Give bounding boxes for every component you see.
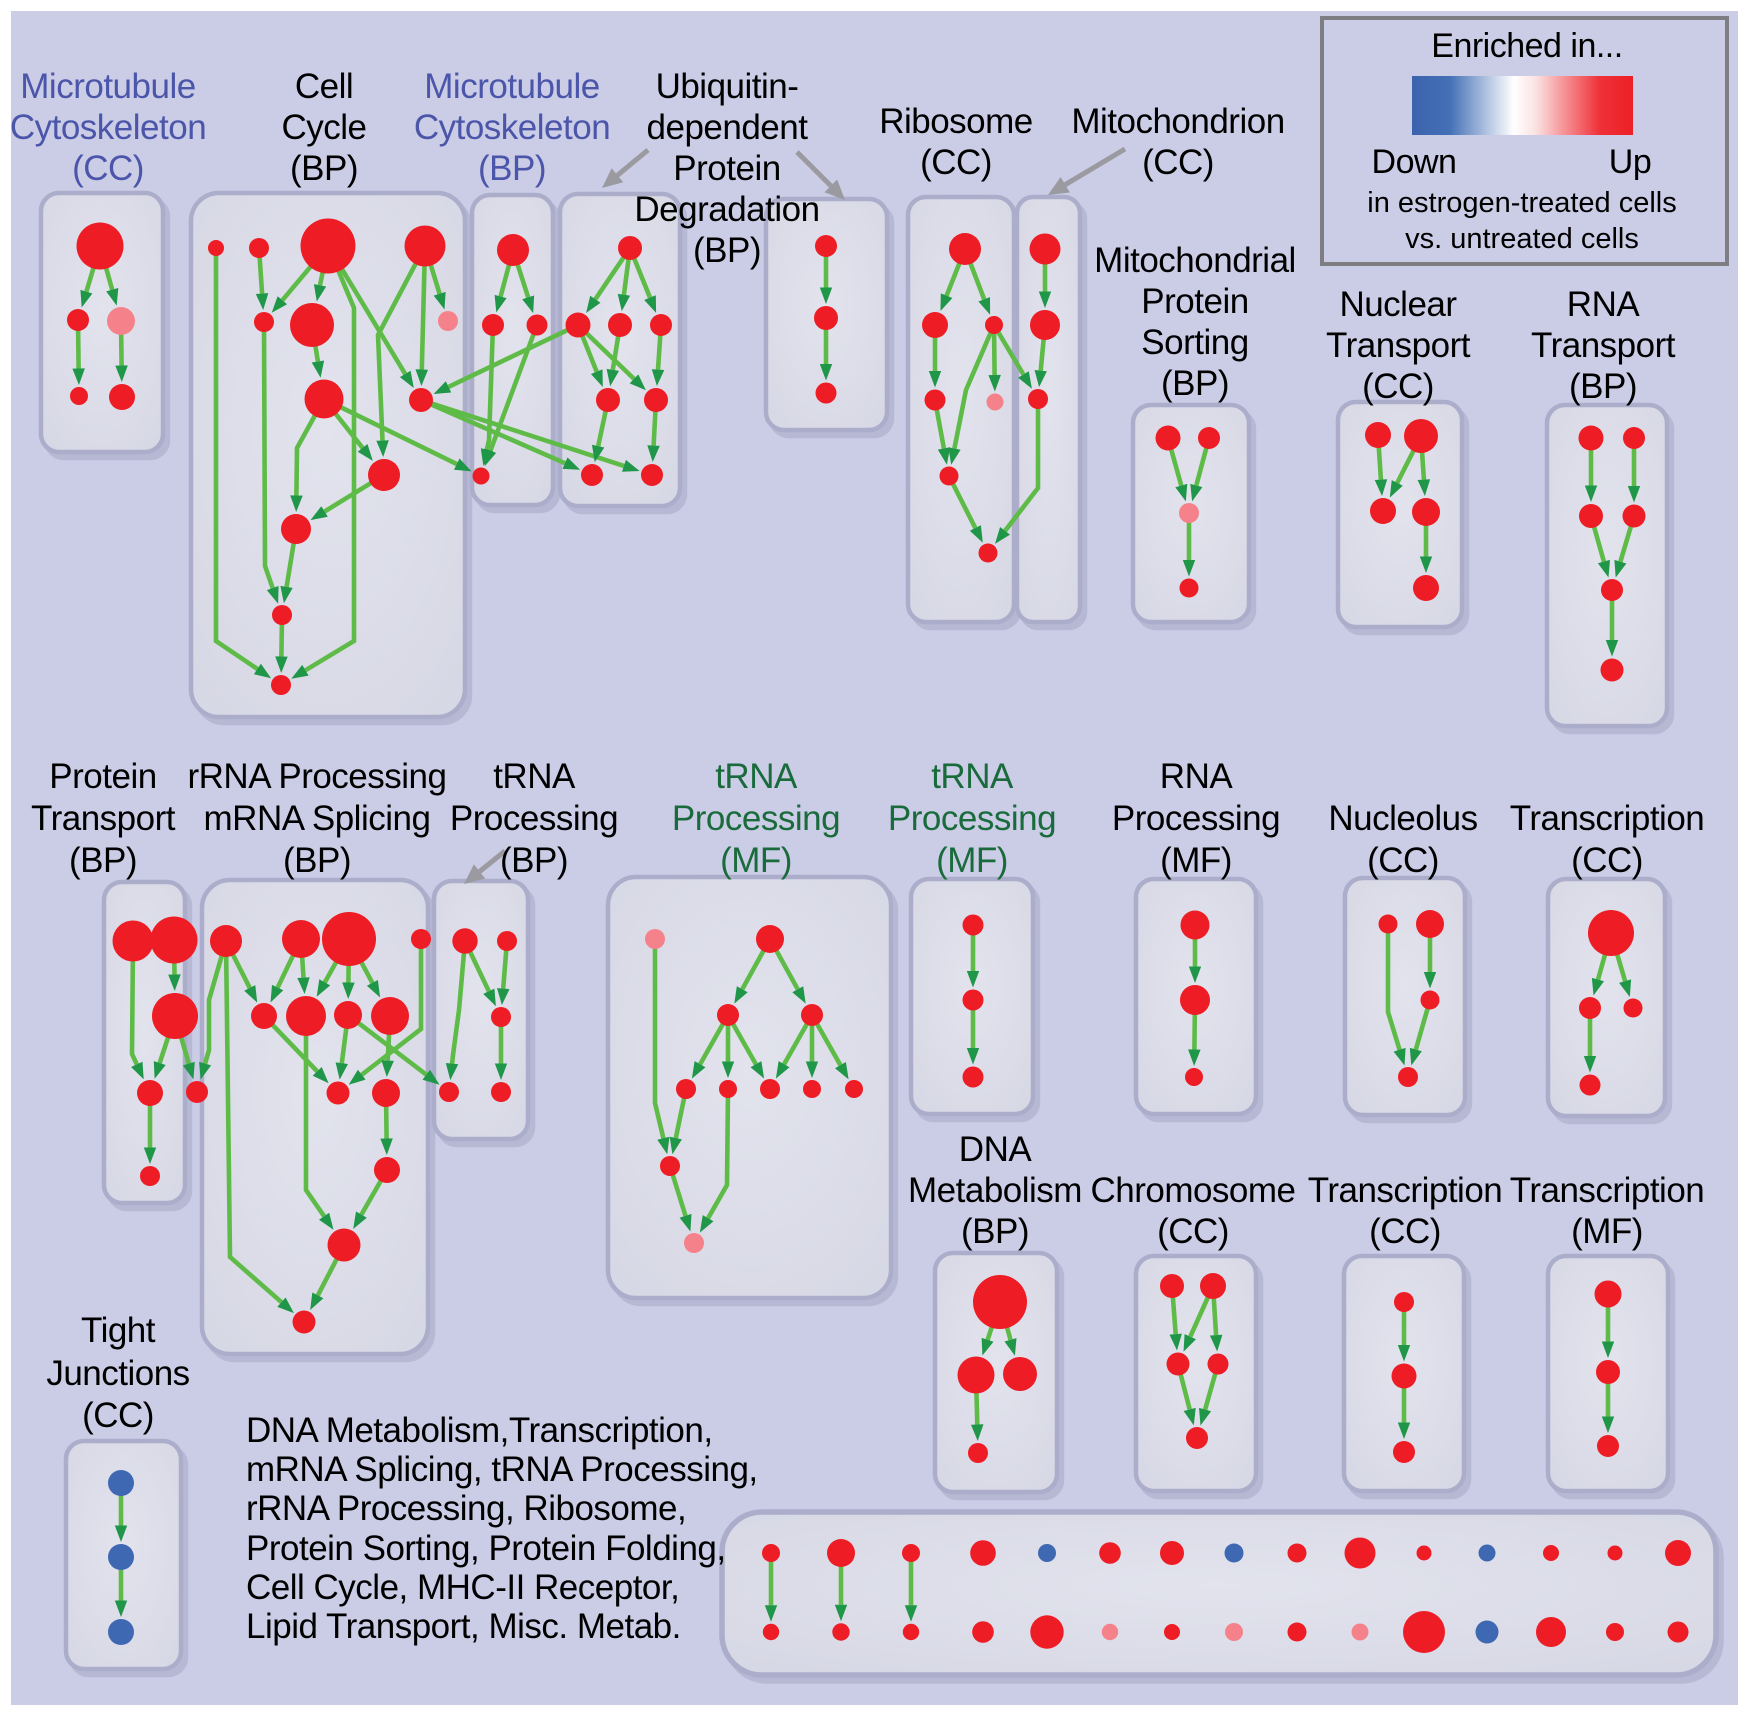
svg-text:mRNA Splicing: mRNA Splicing [204,799,431,838]
svg-text:(BP): (BP) [283,841,351,880]
svg-text:Ubiquitin-: Ubiquitin- [656,67,799,106]
svg-text:mRNA Splicing, tRNA Processing: mRNA Splicing, tRNA Processing, [246,1450,758,1489]
svg-text:Cytoskeleton: Cytoskeleton [10,108,206,147]
svg-text:(CC): (CC) [1362,367,1434,406]
svg-text:(BP): (BP) [69,841,137,880]
svg-text:DNA Metabolism,Transcription,: DNA Metabolism,Transcription, [246,1411,713,1450]
svg-text:(CC): (CC) [1369,1212,1441,1251]
svg-text:Transport: Transport [1531,326,1676,365]
svg-text:tRNA: tRNA [493,757,576,796]
svg-text:Transcription: Transcription [1510,1171,1705,1210]
svg-text:RNA: RNA [1567,285,1641,324]
svg-text:Transcription: Transcription [1308,1171,1503,1210]
svg-text:Chromosome: Chromosome [1090,1171,1295,1210]
svg-text:(CC): (CC) [72,149,144,188]
svg-text:(BP): (BP) [478,149,546,188]
svg-text:Cell: Cell [295,67,353,106]
svg-text:Protein Sorting, Protein Foldi: Protein Sorting, Protein Folding, [246,1529,726,1568]
svg-text:(BP): (BP) [1569,367,1637,406]
svg-text:in estrogen-treated cells: in estrogen-treated cells [1367,187,1677,219]
svg-text:Lipid Transport, Misc. Metab.: Lipid Transport, Misc. Metab. [246,1607,681,1646]
svg-text:(MF): (MF) [936,841,1008,880]
svg-text:Processing: Processing [672,799,840,838]
svg-text:Protein: Protein [49,757,156,796]
svg-text:RNA: RNA [1160,757,1234,796]
svg-text:Enriched in...: Enriched in... [1431,27,1622,65]
svg-text:Metabolism: Metabolism [908,1171,1082,1210]
svg-text:Down: Down [1372,143,1457,181]
svg-text:Degradation: Degradation [634,190,819,229]
svg-text:Ribosome: Ribosome [879,102,1033,141]
svg-text:Nuclear: Nuclear [1339,285,1457,324]
svg-text:Protein: Protein [1141,282,1248,321]
svg-text:(BP): (BP) [1161,364,1229,403]
svg-text:Sorting: Sorting [1141,323,1248,362]
svg-text:(BP): (BP) [500,841,568,880]
svg-text:Up: Up [1609,143,1651,181]
svg-text:Transport: Transport [31,799,176,838]
svg-text:Mitochondrial: Mitochondrial [1094,241,1296,280]
svg-text:(CC): (CC) [1367,841,1439,880]
svg-text:tRNA: tRNA [715,757,798,796]
svg-text:Microtubule: Microtubule [424,67,599,106]
svg-text:Transport: Transport [1326,326,1471,365]
svg-text:(MF): (MF) [1571,1212,1643,1251]
svg-text:vs. untreated cells: vs. untreated cells [1405,223,1639,255]
svg-text:Cycle: Cycle [281,108,366,147]
svg-text:Processing: Processing [1112,799,1280,838]
svg-text:Protein: Protein [673,149,780,188]
svg-text:dependent: dependent [647,108,809,147]
svg-text:(CC): (CC) [82,1396,154,1435]
svg-text:Processing: Processing [450,799,618,838]
svg-text:(CC): (CC) [1571,841,1643,880]
svg-text:Cytoskeleton: Cytoskeleton [414,108,610,147]
svg-text:(MF): (MF) [1160,841,1232,880]
svg-text:(CC): (CC) [1142,143,1214,182]
svg-text:Mitochondrion: Mitochondrion [1071,102,1284,141]
svg-text:(BP): (BP) [961,1212,1029,1251]
svg-text:Nucleolus: Nucleolus [1328,799,1477,838]
svg-text:Tight: Tight [81,1311,156,1350]
svg-text:Microtubule: Microtubule [20,67,195,106]
svg-text:DNA: DNA [959,1130,1033,1169]
svg-text:Cell Cycle, MHC-II Receptor,: Cell Cycle, MHC-II Receptor, [246,1568,679,1607]
svg-text:rRNA Processing, Ribosome,: rRNA Processing, Ribosome, [246,1489,686,1528]
svg-text:Processing: Processing [888,799,1056,838]
svg-text:Junctions: Junctions [46,1354,189,1393]
svg-text:(BP): (BP) [693,231,761,270]
svg-text:(BP): (BP) [290,149,358,188]
svg-text:(MF): (MF) [720,841,792,880]
svg-text:(CC): (CC) [920,143,992,182]
svg-text:(CC): (CC) [1157,1212,1229,1251]
svg-text:rRNA Processing: rRNA Processing [188,757,447,796]
svg-text:Transcription: Transcription [1510,799,1705,838]
svg-text:tRNA: tRNA [931,757,1014,796]
